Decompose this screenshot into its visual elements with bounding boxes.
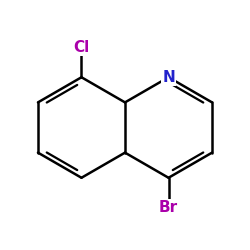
Text: N: N (162, 70, 175, 85)
Text: Br: Br (159, 200, 178, 216)
Text: Cl: Cl (73, 40, 90, 54)
